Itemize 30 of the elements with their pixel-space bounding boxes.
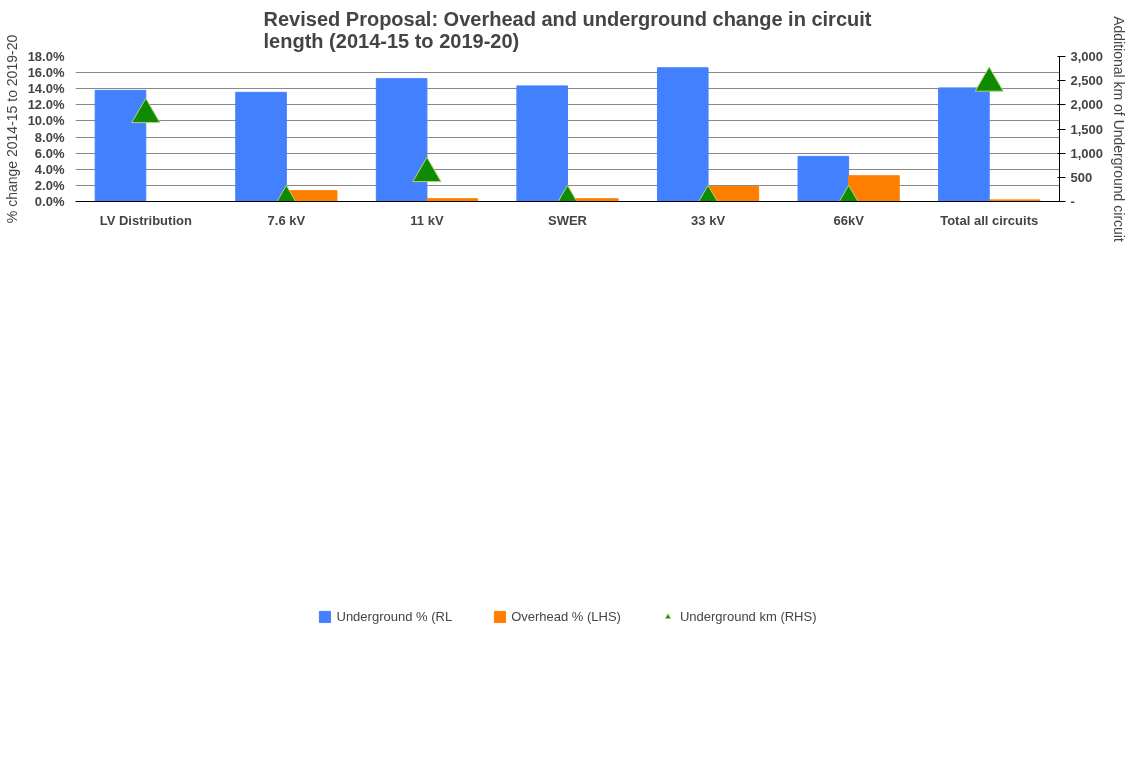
chart-title: Revised Proposal: Overhead and underground change in circuit length (2014-15 to 2019-20) <box>263 7 872 52</box>
y-tick-label: 2.0% <box>34 177 65 193</box>
x-tick-label: LV Distribution <box>99 212 192 228</box>
legend-label: Overhead % (LHS) <box>511 608 621 624</box>
x-tick-label: 66kV <box>833 212 865 228</box>
y2-tick-label: 500 <box>1070 169 1093 185</box>
y-tick-label: 12.0% <box>27 97 65 113</box>
y2-axis-title: Additional km of Underground circuit <box>1111 16 1128 242</box>
x-tick-label: 11 kV <box>410 212 444 228</box>
y-tick-label: 18.0% <box>27 49 65 64</box>
y2-tick-label: 2,000 <box>1070 97 1104 113</box>
y2-tick-label: - <box>1070 194 1075 209</box>
y-tick-label: 14.0% <box>27 81 65 97</box>
y-tick-label: 10.0% <box>27 113 65 129</box>
y-tick-label: 8.0% <box>34 129 65 145</box>
x-tick-label: Total all circuits <box>940 212 1039 228</box>
x-tick-label: 33 kV <box>691 212 726 228</box>
legend-label: Underground km (RHS) <box>679 608 817 624</box>
x-tick-label: 7.6 kV <box>267 212 306 228</box>
y-tick-label: 6.0% <box>34 145 65 161</box>
y2-tick-label: 1,000 <box>1070 145 1104 161</box>
legend-label: Underground % (RL <box>336 608 453 624</box>
y-tick-label: 4.0% <box>34 161 65 177</box>
y2-tick-label: 1,500 <box>1070 121 1104 137</box>
x-tick-label: SWER <box>548 212 588 228</box>
y2-tick-label: 3,000 <box>1070 49 1104 64</box>
y2-tick-label: 2,500 <box>1070 73 1104 89</box>
y-axis-title: % change 2014-15 to 2019-20 <box>3 34 20 224</box>
y-tick-label: 16.0% <box>27 65 65 81</box>
y-tick-label: 0.0% <box>34 194 65 209</box>
